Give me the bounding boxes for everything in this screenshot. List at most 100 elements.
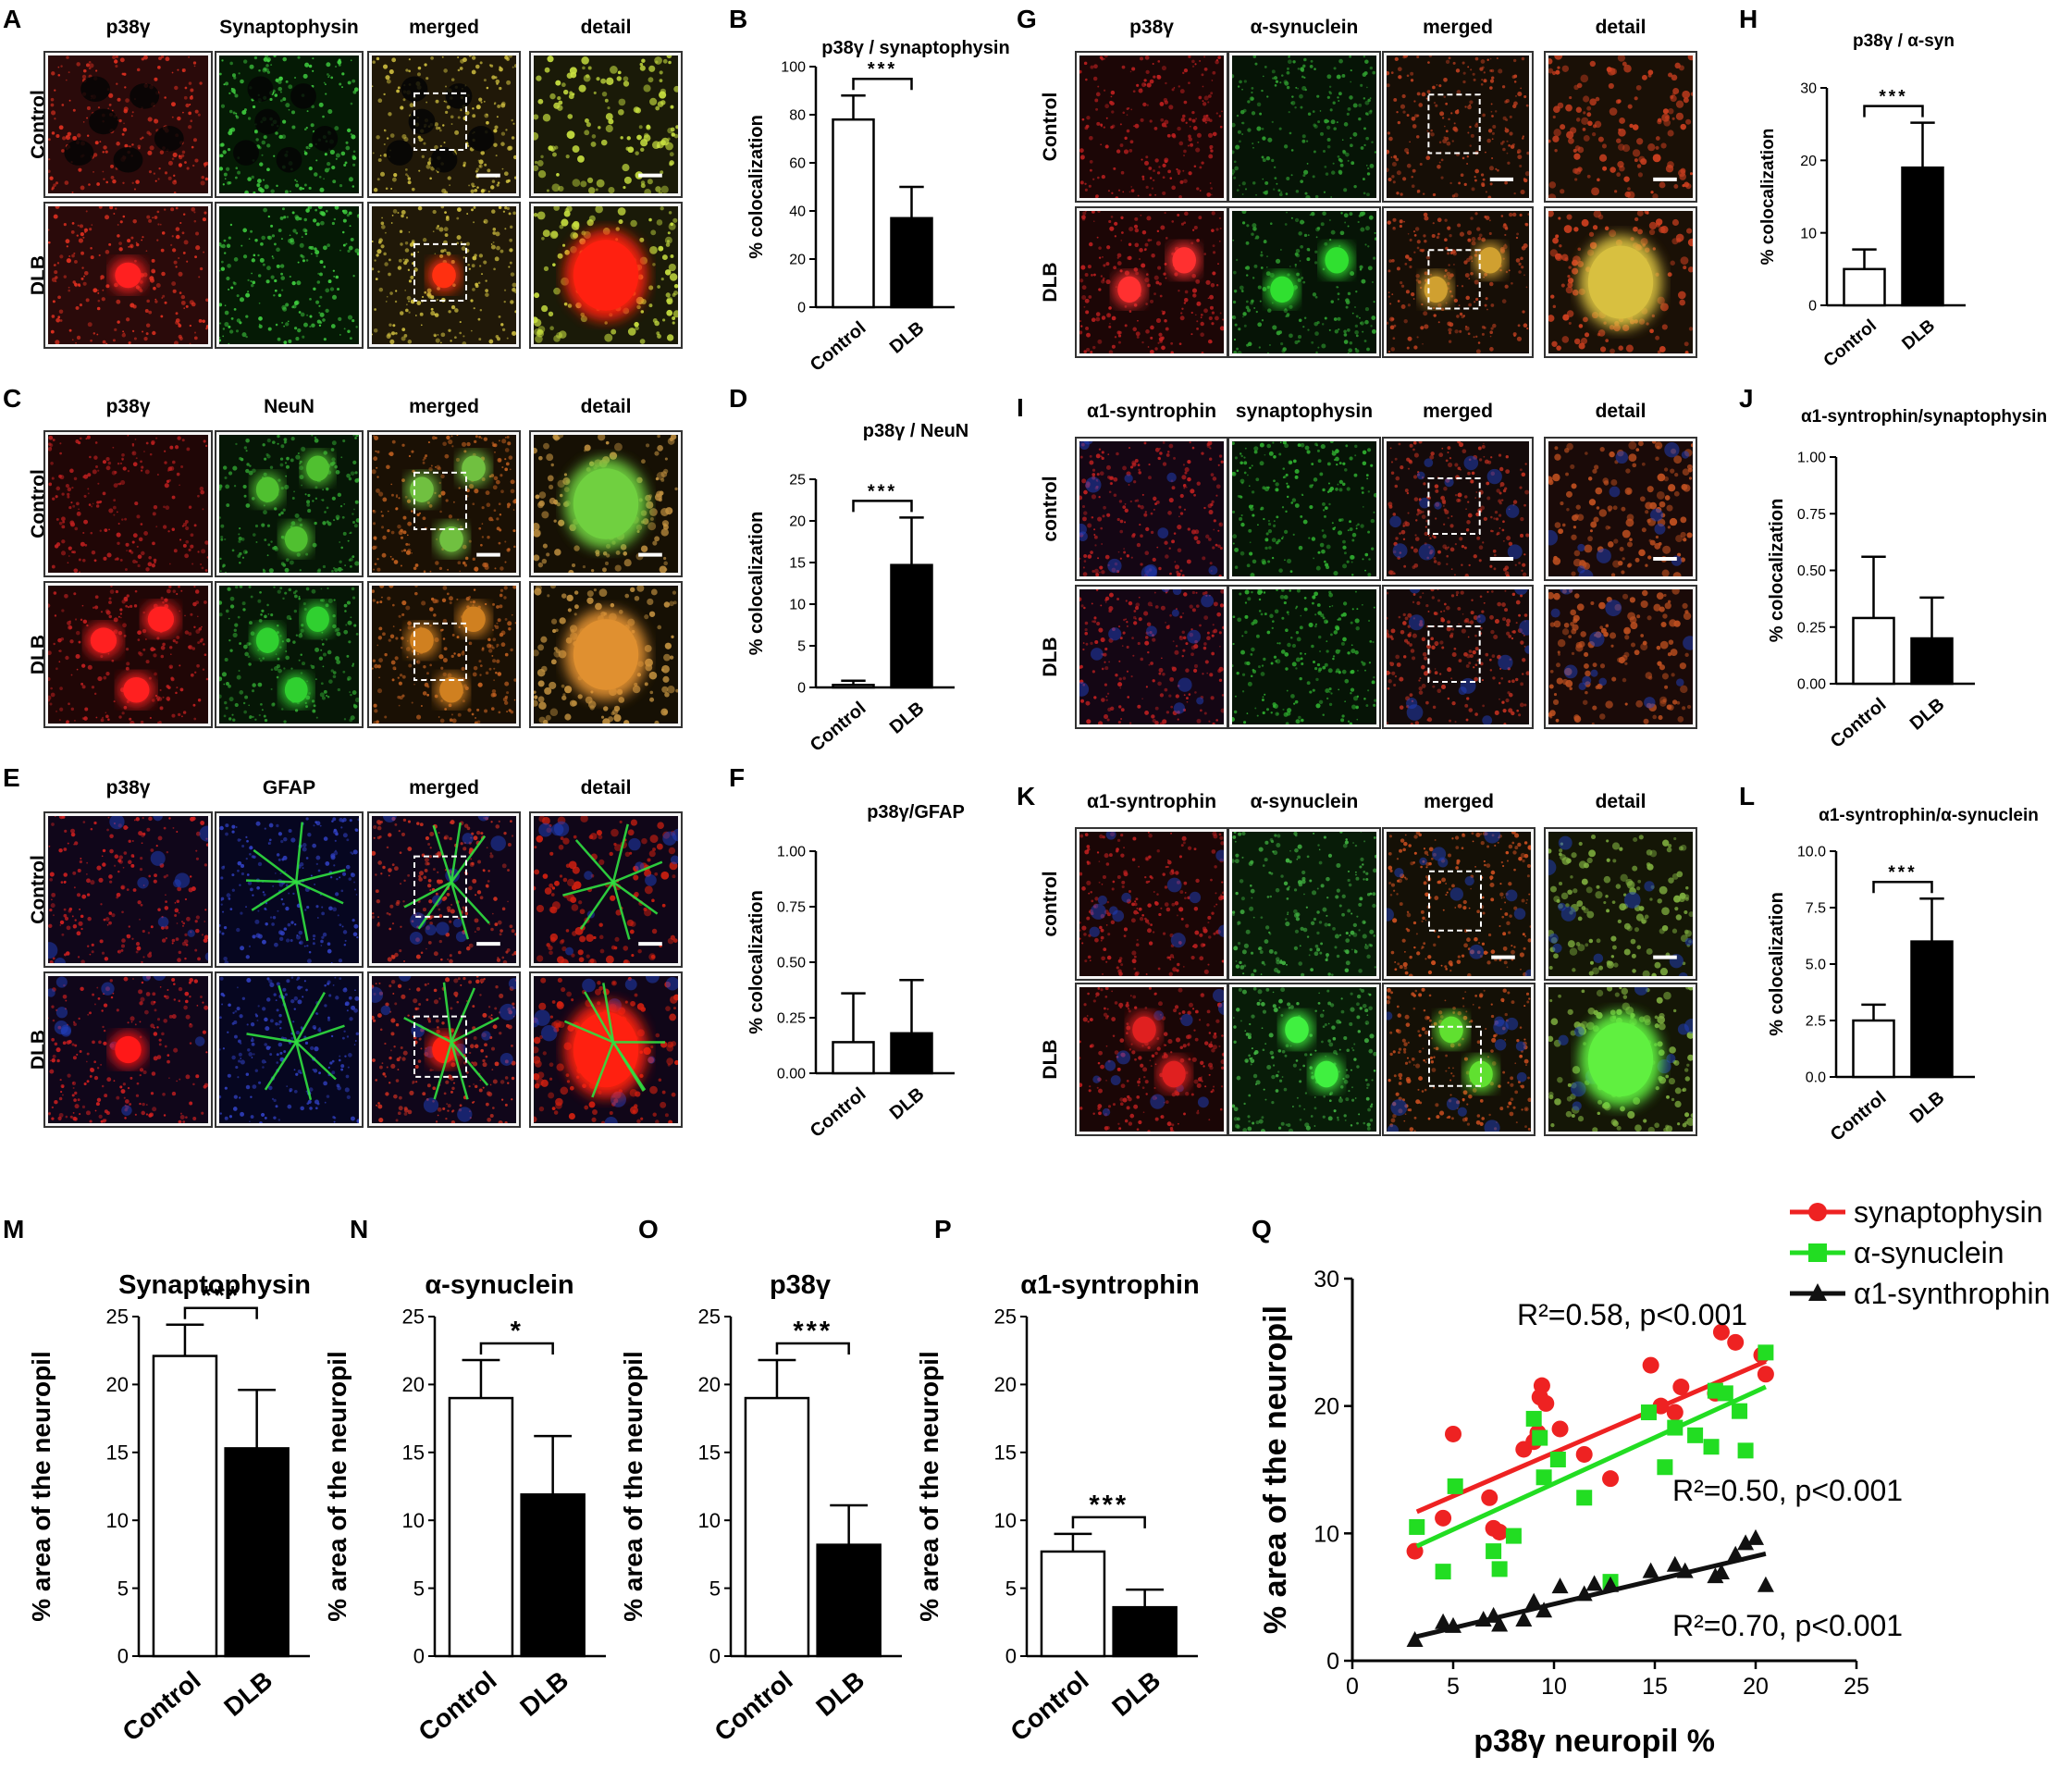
panel-letter-M: M [3,1215,24,1243]
y-tick-label-N: 10 [402,1509,425,1532]
chart-title-J: α1-syntrophin/synaptophysin [1801,407,2047,427]
significance-bracket-O: *** [775,1317,850,1355]
micrograph-K-0-0 [1075,827,1228,981]
x-tick-label-Q: 15 [1642,1674,1668,1700]
series-1 [1409,1344,1774,1590]
legend-label-1: α-synuclein [1854,1236,2004,1269]
bar-N-DLB [520,1493,586,1658]
data-point-1-9 [1549,1451,1566,1467]
y-axis-label-B: % colocalization [746,115,767,259]
y-tick-label-F: 0.25 [777,1011,806,1027]
significance-bracket-P: *** [1071,1491,1146,1528]
x-axis-label-Q: p38γ neuropil % [1474,1724,1715,1759]
bar-M-DLB [224,1447,290,1658]
category-label-D-1: DLB [886,698,929,737]
y-tick-label-D: 20 [789,514,806,530]
y-tick-label-O: 15 [698,1441,721,1465]
micrograph-G-0-1 [1227,51,1381,203]
data-point-1-16 [1703,1439,1720,1455]
y-tick-label-O: 10 [698,1509,721,1532]
y-tick-label-P: 15 [994,1441,1017,1465]
significance-stars-M: *** [201,1281,240,1311]
y-axis-label-P: % area of the neuropil [915,1351,944,1622]
micrograph-I-0-1 [1227,437,1381,581]
micrograph-C-0-1 [215,430,364,577]
micrograph-K-0-1 [1227,827,1381,981]
y-tick-label-P: 20 [994,1373,1017,1396]
y-tick-label-N: 25 [402,1305,425,1329]
scatter-plot-Q: 0 5 10 15 20 25 0 10 20 30 p38γ neuropil % % area o… [1258,1195,2050,1759]
micrograph-C-0-2 [367,430,521,577]
bar-chart-P: α1-syntrophin 0 5 10 15 20 25 % area of the neu… [915,1270,1200,1747]
significance-stars-N: * [511,1317,524,1346]
y-tick-label-N: 0 [413,1645,425,1668]
micrograph-A-1-3 [529,202,683,349]
micrograph-I-1-2 [1382,585,1534,729]
micrograph-grid-G: p38γ α-synuclein merged detail Control DLB [1040,17,1697,358]
data-point-0-13 [1575,1445,1593,1463]
y-tick-label-D: 10 [789,598,806,613]
row-label-G-0: Control [1040,93,1061,162]
panel-letter-Q: Q [1252,1215,1272,1243]
y-tick-label-L: 2.5 [1806,1014,1826,1030]
x-tick-label-Q: 5 [1447,1674,1460,1700]
bar-N-Control [448,1396,514,1658]
panel-letter-J: J [1739,384,1754,413]
micrograph-grid-K: α1-syntrophin α-synuclein merged detail cont… [1040,791,1697,1136]
data-point-2-21 [1757,1576,1774,1592]
y-tick-label-B: 20 [789,253,806,268]
column-label-K-3: detail [1596,791,1646,812]
micrograph-I-1-3 [1544,585,1697,729]
column-label-K-2: merged [1424,791,1494,812]
data-point-0-12 [1551,1420,1569,1438]
y-tick-label-O: 5 [709,1577,721,1600]
bar-B-DLB [890,216,933,309]
y-tick-label-N: 15 [402,1441,425,1465]
y-axis-label-O: % area of the neuropil [619,1351,648,1622]
x-tick-label-Q: 10 [1541,1674,1567,1700]
column-label-A-0: p38γ [106,17,151,38]
y-axis-label-L: % colocalization [1767,892,1787,1036]
micrograph-C-1-1 [215,581,364,728]
data-point-1-8 [1536,1469,1552,1486]
data-point-0-11 [1537,1394,1555,1412]
data-point-0-3 [1481,1489,1498,1506]
column-label-E-3: detail [581,777,632,798]
y-tick-label-B: 40 [789,204,806,220]
data-point-2-14 [1666,1555,1684,1572]
data-point-0-16 [1652,1397,1670,1415]
micrograph-I-0-0 [1075,437,1228,581]
data-point-2-17 [1712,1564,1730,1580]
data-point-2-0 [1406,1630,1424,1647]
micrograph-E-0-1 [215,811,364,968]
y-tick-label-H: 10 [1800,226,1817,241]
significance-bracket-N: * [479,1317,554,1355]
data-point-0-10 [1533,1377,1550,1394]
data-point-0-5 [1491,1523,1509,1540]
column-label-K-1: α-synuclein [1251,791,1359,812]
panel-letter-D: D [729,384,747,413]
y-tick-label-F: 1.00 [777,845,806,860]
y-tick-label-P: 25 [994,1305,1017,1329]
data-point-1-10 [1576,1490,1593,1506]
micrograph-I-0-3 [1544,437,1697,581]
regression-annotation-1: R²=0.50, p<0.001 [1672,1474,1903,1507]
bar-P-DLB [1112,1605,1178,1658]
category-label-P-1: DLB [1106,1665,1166,1722]
data-point-1-14 [1667,1419,1684,1436]
data-point-2-4 [1485,1606,1502,1623]
significance-stars-L: *** [1888,863,1917,883]
chart-title-M: Synaptophysin [118,1270,311,1300]
y-tick-label-M: 10 [106,1509,129,1532]
significance-stars-B: *** [868,59,897,80]
legend-label-0: synaptophysin [1854,1195,2043,1229]
micrograph-C-1-0 [43,581,213,728]
data-point-1-15 [1687,1427,1704,1443]
y-tick-label-P: 10 [994,1509,1017,1532]
y-tick-label-Q: 30 [1314,1267,1339,1293]
panel-letter-C: C [3,384,21,413]
data-point-2-9 [1551,1577,1569,1594]
panel-letter-H: H [1739,5,1758,33]
panel-letter-I: I [1017,393,1024,422]
